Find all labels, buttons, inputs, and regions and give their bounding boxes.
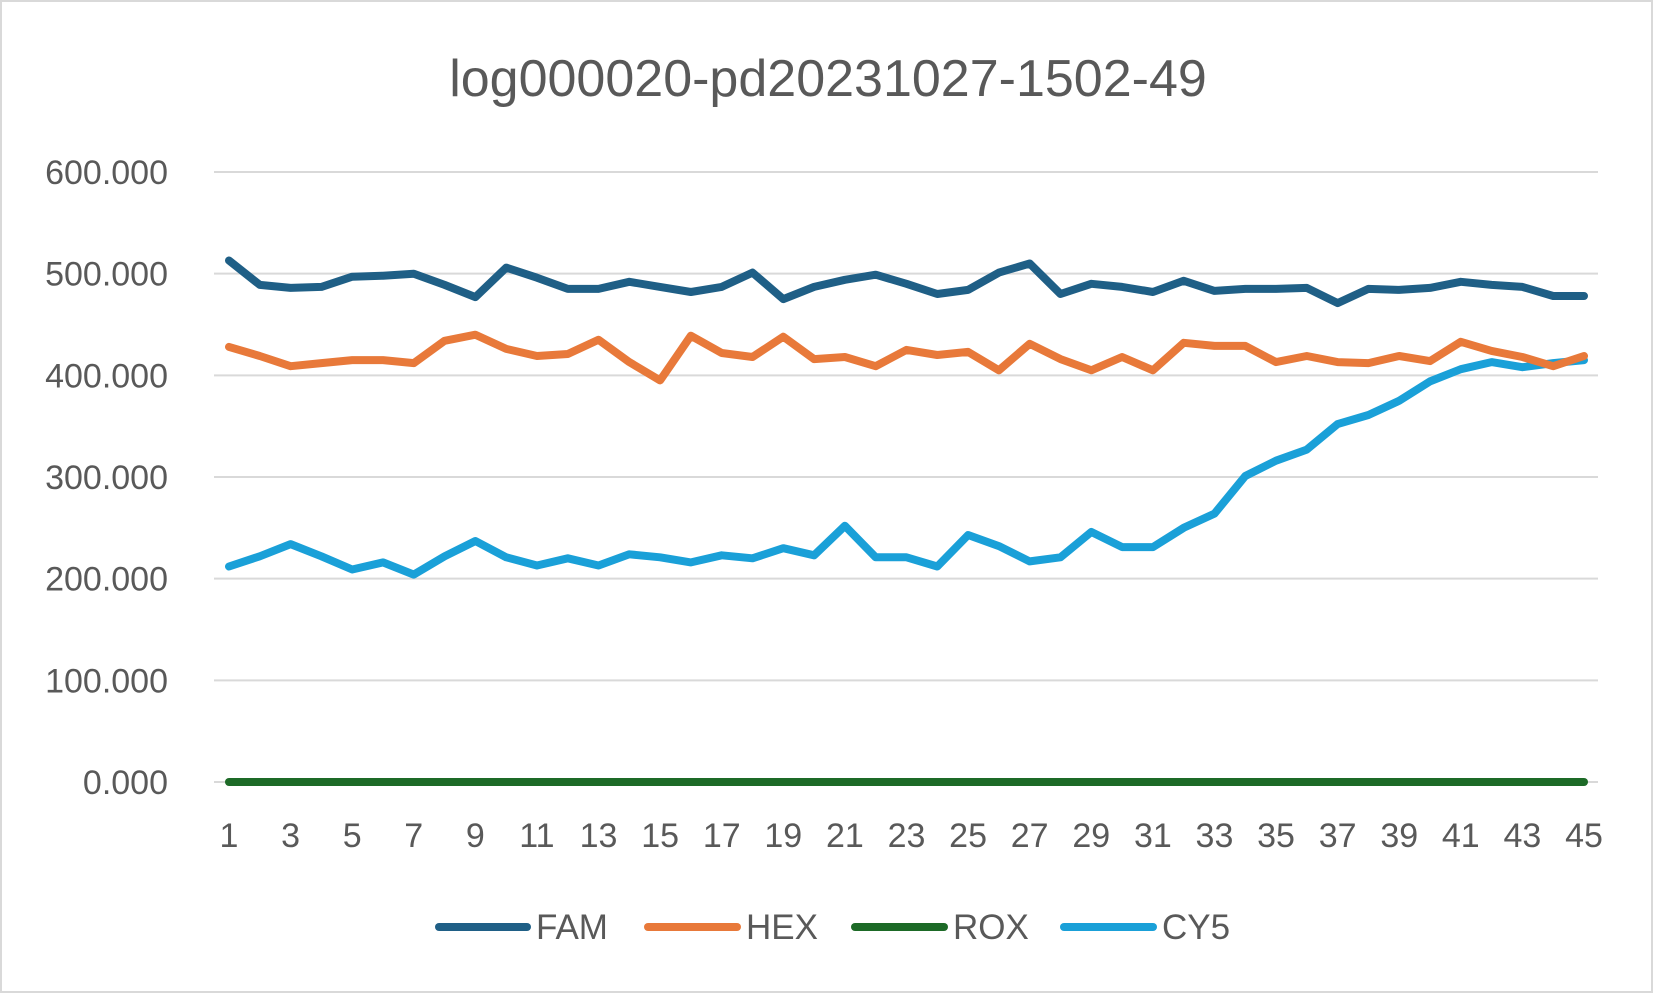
series-line-cy5: [225, 356, 1588, 579]
legend-item-cy5: CY5: [1060, 908, 1230, 947]
legend-label: ROX: [953, 908, 1029, 947]
y-tick-label: 500.000: [45, 256, 168, 294]
series-line-hex: [225, 330, 1588, 385]
x-tick-label: 13: [580, 817, 618, 855]
x-tick-label: 39: [1380, 817, 1418, 855]
x-tick-label: 27: [1011, 817, 1049, 855]
y-axis-tick-labels: 0.000 100.000 200.000 300.000 400.000 500.000…: [45, 154, 168, 802]
x-axis-tick-labels: 1 3 5 7 9 11 13 15 17 19 21 23 25 27 29 31 33 35 37 39 41 43 4…: [220, 817, 1603, 855]
y-tick-label: 600.000: [45, 154, 168, 192]
x-tick-label: 9: [466, 817, 485, 855]
legend-label: HEX: [746, 908, 818, 947]
x-tick-label: 7: [404, 817, 423, 855]
x-tick-label: 23: [888, 817, 926, 855]
y-tick-label: 200.000: [45, 561, 168, 599]
x-tick-label: 37: [1319, 817, 1357, 855]
legend-label: CY5: [1162, 908, 1230, 947]
x-tick-label: 5: [343, 817, 362, 855]
legend-label: FAM: [536, 908, 608, 947]
x-tick-label: 33: [1196, 817, 1234, 855]
x-tick-label: 3: [281, 817, 300, 855]
x-tick-label: 1: [220, 817, 239, 855]
x-tick-label: 45: [1565, 817, 1603, 855]
legend: FAM HEX ROX CY5: [435, 908, 1230, 947]
x-tick-label: 21: [826, 817, 864, 855]
x-tick-label: 19: [764, 817, 802, 855]
x-tick-label: 43: [1503, 817, 1541, 855]
x-tick-label: 41: [1442, 817, 1480, 855]
chart-title: log000020-pd20231027-1502-49: [449, 50, 1207, 108]
y-tick-label: 300.000: [45, 459, 168, 497]
gridlines: [214, 171, 1598, 783]
legend-item-hex: HEX: [644, 908, 818, 947]
series-line-fam: [225, 256, 1588, 308]
legend-item-fam: FAM: [435, 908, 608, 947]
y-tick-label: 400.000: [45, 357, 168, 395]
legend-item-rox: ROX: [851, 908, 1029, 947]
x-tick-label: 17: [703, 817, 741, 855]
y-tick-label: 0.000: [83, 764, 168, 802]
series-lines: [225, 256, 1588, 786]
y-tick-label: 100.000: [45, 662, 168, 700]
x-tick-label: 25: [949, 817, 987, 855]
x-tick-label: 15: [641, 817, 679, 855]
x-tick-label: 29: [1072, 817, 1110, 855]
x-tick-label: 31: [1134, 817, 1172, 855]
x-tick-label: 35: [1257, 817, 1295, 855]
x-tick-label: 11: [519, 817, 554, 855]
